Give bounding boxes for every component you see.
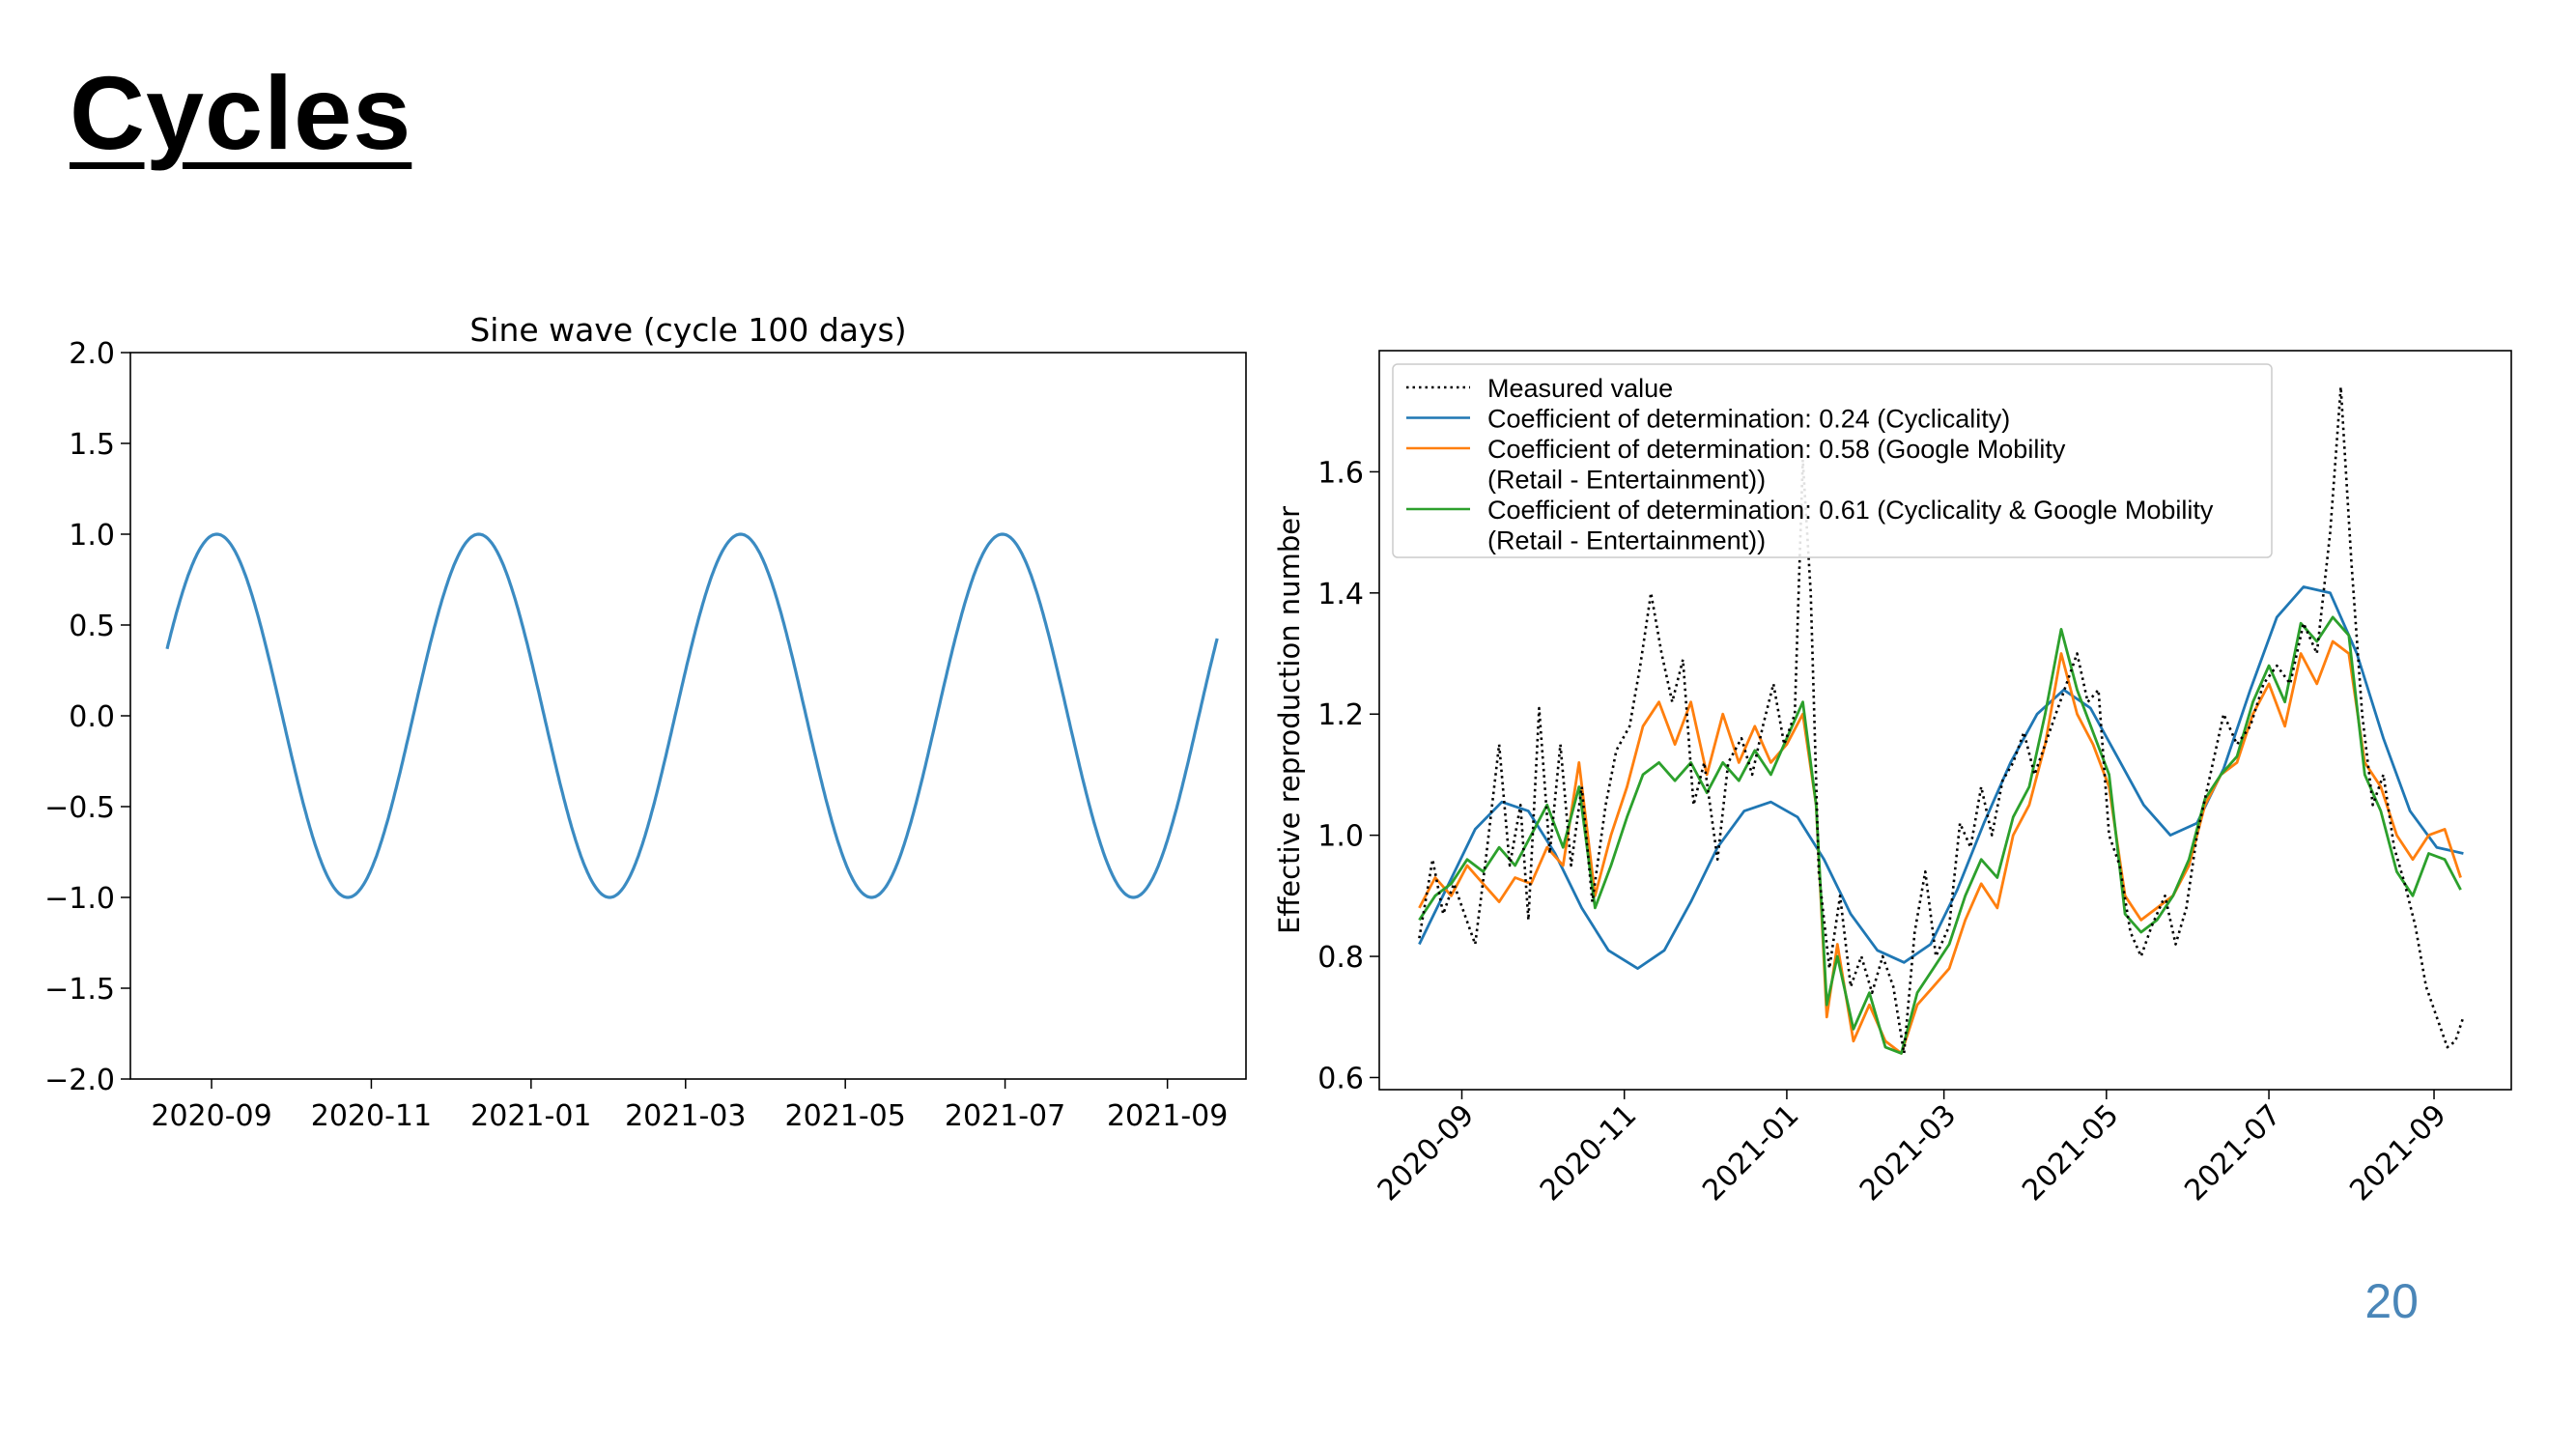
- slide-title: Cycles: [70, 54, 412, 171]
- x-tick-label: 2021-09: [1107, 1099, 1228, 1133]
- page-number: 20: [2364, 1274, 2419, 1328]
- y-tick-label: 2.0: [69, 337, 115, 371]
- legend-label: Measured value: [1487, 374, 1673, 403]
- x-tick-label: 2020-11: [1534, 1098, 1643, 1208]
- y-tick-label: 0.6: [1317, 1062, 1364, 1095]
- legend-label: Coefficient of determination: 0.24 (Cycl…: [1487, 405, 2010, 434]
- x-tick-label: 2021-09: [2343, 1098, 2452, 1208]
- y-tick-label: 0.0: [69, 700, 115, 734]
- mobility-fit-line: [1418, 639, 2462, 1055]
- sine-wave-chart: Sine wave (cycle 100 days) 2.0 1.5 1.0 0.5 0.…: [44, 311, 1247, 1133]
- x-tick-label: 2021-01: [470, 1099, 591, 1133]
- reproduction-number-chart: 0.6 0.8 1.0 1.2 1.4 1.6 Effective reproduction…: [1273, 350, 2512, 1208]
- sine-wave-line: [165, 532, 1219, 899]
- x-tick-label: 2020-09: [151, 1099, 271, 1133]
- y-tick-label: 1.0: [1317, 820, 1364, 854]
- x-tick-label: 2021-07: [2178, 1098, 2287, 1208]
- y-tick-label: 1.2: [1317, 698, 1364, 732]
- y-tick-label: −1.0: [44, 882, 115, 916]
- y-tick-label: −2.0: [44, 1064, 115, 1097]
- x-tick-label: 2021-05: [784, 1099, 905, 1133]
- x-tick-label: 2021-03: [1854, 1098, 1963, 1208]
- legend-box: [1392, 363, 2273, 558]
- y-tick-label: 0.5: [69, 610, 115, 643]
- plot-frame: [129, 352, 1247, 1080]
- legend-label: (Retail - Entertainment)): [1487, 526, 1766, 555]
- y-tick-label: 0.8: [1317, 941, 1364, 975]
- plot-frame: [1378, 350, 2512, 1091]
- y-tick-label: −1.5: [44, 973, 115, 1007]
- x-tick-label: 2020-11: [311, 1099, 432, 1133]
- x-tick-label: 2021-05: [2016, 1098, 2125, 1208]
- legend-label: Coefficient of determination: 0.61 (Cycl…: [1487, 496, 2214, 525]
- y-tick-label: −0.5: [44, 791, 115, 825]
- y-tick-label: 1.6: [1317, 456, 1364, 490]
- y-tick-label: 1.5: [69, 428, 115, 462]
- x-tick-label: 2021-03: [625, 1099, 746, 1133]
- y-axis-label: Effective reproduction number: [1273, 506, 1306, 934]
- legend-label: (Retail - Entertainment)): [1487, 466, 1766, 495]
- cyclicality-fit-line: [1418, 585, 2464, 970]
- measured-value-line: [1418, 385, 2465, 1055]
- y-tick-label: 1.0: [69, 519, 115, 553]
- chart-title: Sine wave (cycle 100 days): [469, 311, 906, 349]
- legend-label: Coefficient of determination: 0.58 (Goog…: [1487, 435, 2066, 464]
- y-tick-label: 1.4: [1317, 578, 1364, 611]
- x-tick-label: 2020-09: [1372, 1098, 1481, 1208]
- x-tick-label: 2021-01: [1696, 1098, 1805, 1208]
- combined-fit-line: [1418, 615, 2462, 1055]
- x-tick-label: 2021-07: [945, 1099, 1065, 1133]
